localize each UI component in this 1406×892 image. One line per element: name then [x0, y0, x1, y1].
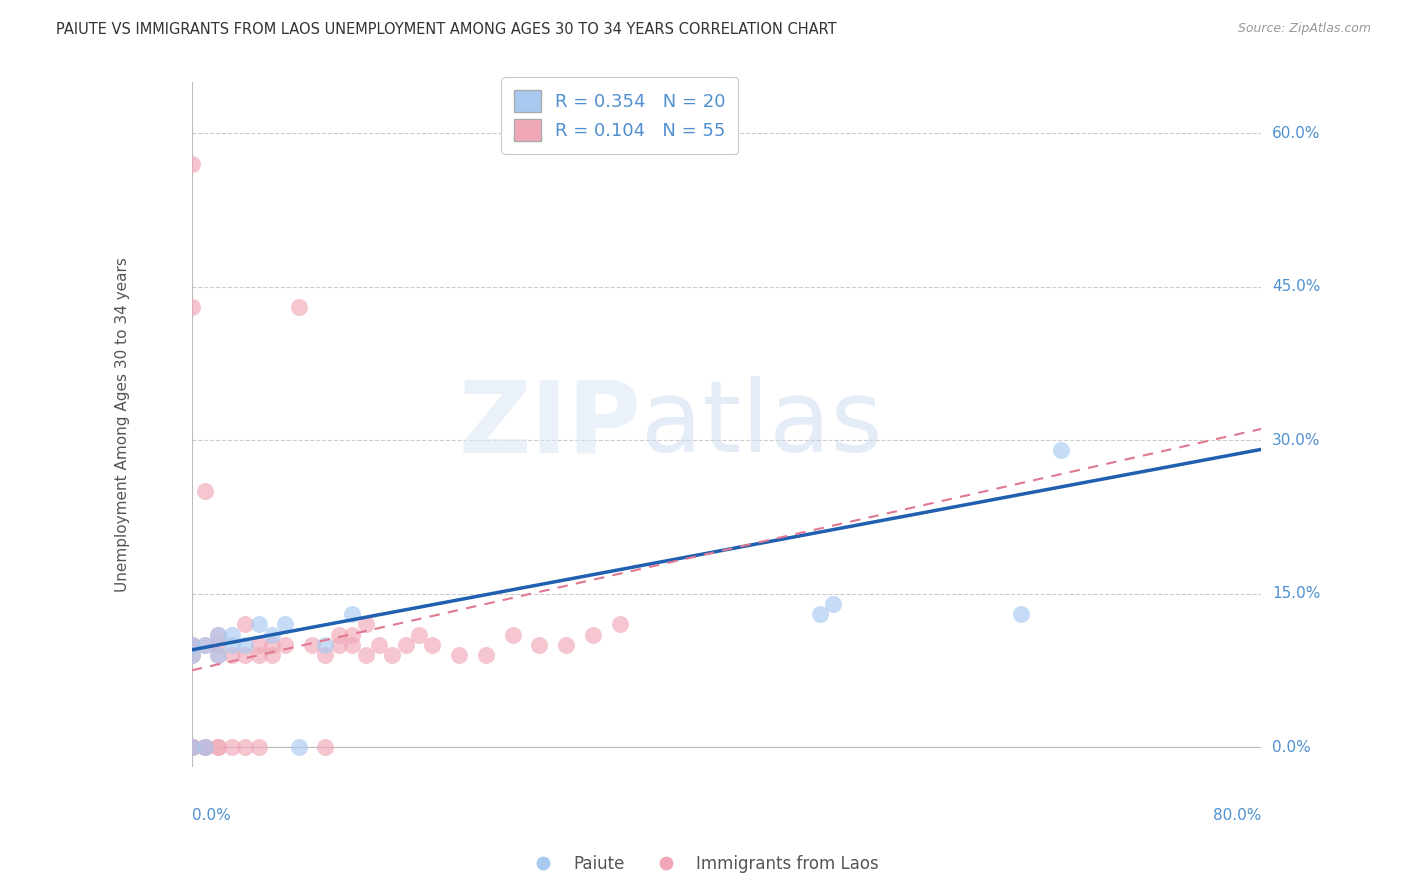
- Point: [260, 648, 283, 662]
- Point: [233, 648, 256, 662]
- Point: [274, 638, 297, 652]
- Point: [408, 627, 430, 641]
- Legend: Paiute, Immigrants from Laos: Paiute, Immigrants from Laos: [520, 848, 886, 880]
- Point: [221, 638, 243, 652]
- Point: [207, 648, 229, 662]
- Point: [180, 300, 202, 314]
- Point: [207, 739, 229, 754]
- Point: [314, 648, 336, 662]
- Point: [247, 638, 270, 652]
- Point: [395, 638, 418, 652]
- Point: [314, 739, 336, 754]
- Point: [328, 638, 350, 652]
- Point: [247, 739, 270, 754]
- Point: [207, 627, 229, 641]
- Point: [502, 627, 524, 641]
- Point: [207, 627, 229, 641]
- Text: atlas: atlas: [641, 376, 883, 474]
- Point: [368, 638, 391, 652]
- Point: [422, 638, 444, 652]
- Point: [555, 638, 578, 652]
- Point: [1049, 443, 1071, 458]
- Point: [194, 739, 217, 754]
- Point: [808, 607, 831, 621]
- Point: [381, 648, 404, 662]
- Point: [328, 627, 350, 641]
- Point: [340, 638, 363, 652]
- Point: [823, 597, 845, 611]
- Point: [340, 627, 363, 641]
- Text: 60.0%: 60.0%: [1272, 126, 1320, 141]
- Text: 0.0%: 0.0%: [191, 808, 231, 823]
- Point: [194, 739, 217, 754]
- Point: [180, 739, 202, 754]
- Text: ZIP: ZIP: [458, 376, 641, 474]
- Point: [221, 648, 243, 662]
- Point: [180, 739, 202, 754]
- Point: [529, 638, 551, 652]
- Point: [180, 648, 202, 662]
- Point: [180, 638, 202, 652]
- Text: 30.0%: 30.0%: [1272, 433, 1320, 448]
- Point: [207, 648, 229, 662]
- Point: [247, 648, 270, 662]
- Text: PAIUTE VS IMMIGRANTS FROM LAOS UNEMPLOYMENT AMONG AGES 30 TO 34 YEARS CORRELATIO: PAIUTE VS IMMIGRANTS FROM LAOS UNEMPLOYM…: [56, 22, 837, 37]
- Text: 15.0%: 15.0%: [1272, 586, 1320, 601]
- Point: [180, 638, 202, 652]
- Point: [180, 157, 202, 171]
- Point: [260, 627, 283, 641]
- Point: [314, 638, 336, 652]
- Point: [180, 739, 202, 754]
- Point: [340, 607, 363, 621]
- Point: [194, 638, 217, 652]
- Legend: R = 0.354   N = 20, R = 0.104   N = 55: R = 0.354 N = 20, R = 0.104 N = 55: [501, 78, 738, 154]
- Point: [180, 648, 202, 662]
- Point: [287, 739, 309, 754]
- Text: 0.0%: 0.0%: [1272, 739, 1310, 755]
- Point: [1010, 607, 1032, 621]
- Point: [207, 638, 229, 652]
- Point: [274, 617, 297, 632]
- Point: [180, 739, 202, 754]
- Point: [582, 627, 605, 641]
- Point: [233, 739, 256, 754]
- Point: [233, 638, 256, 652]
- Text: 45.0%: 45.0%: [1272, 279, 1320, 294]
- Point: [194, 739, 217, 754]
- Point: [260, 638, 283, 652]
- Text: Unemployment Among Ages 30 to 34 years: Unemployment Among Ages 30 to 34 years: [115, 258, 129, 592]
- Text: Source: ZipAtlas.com: Source: ZipAtlas.com: [1237, 22, 1371, 36]
- Point: [180, 739, 202, 754]
- Point: [207, 739, 229, 754]
- Point: [221, 627, 243, 641]
- Point: [194, 739, 217, 754]
- Point: [301, 638, 323, 652]
- Point: [609, 617, 631, 632]
- Point: [194, 638, 217, 652]
- Point: [180, 638, 202, 652]
- Point: [194, 484, 217, 499]
- Point: [180, 739, 202, 754]
- Point: [449, 648, 471, 662]
- Point: [287, 300, 309, 314]
- Point: [180, 739, 202, 754]
- Point: [354, 648, 377, 662]
- Point: [180, 739, 202, 754]
- Point: [233, 617, 256, 632]
- Point: [247, 617, 270, 632]
- Point: [221, 739, 243, 754]
- Point: [475, 648, 498, 662]
- Text: 80.0%: 80.0%: [1213, 808, 1261, 823]
- Point: [354, 617, 377, 632]
